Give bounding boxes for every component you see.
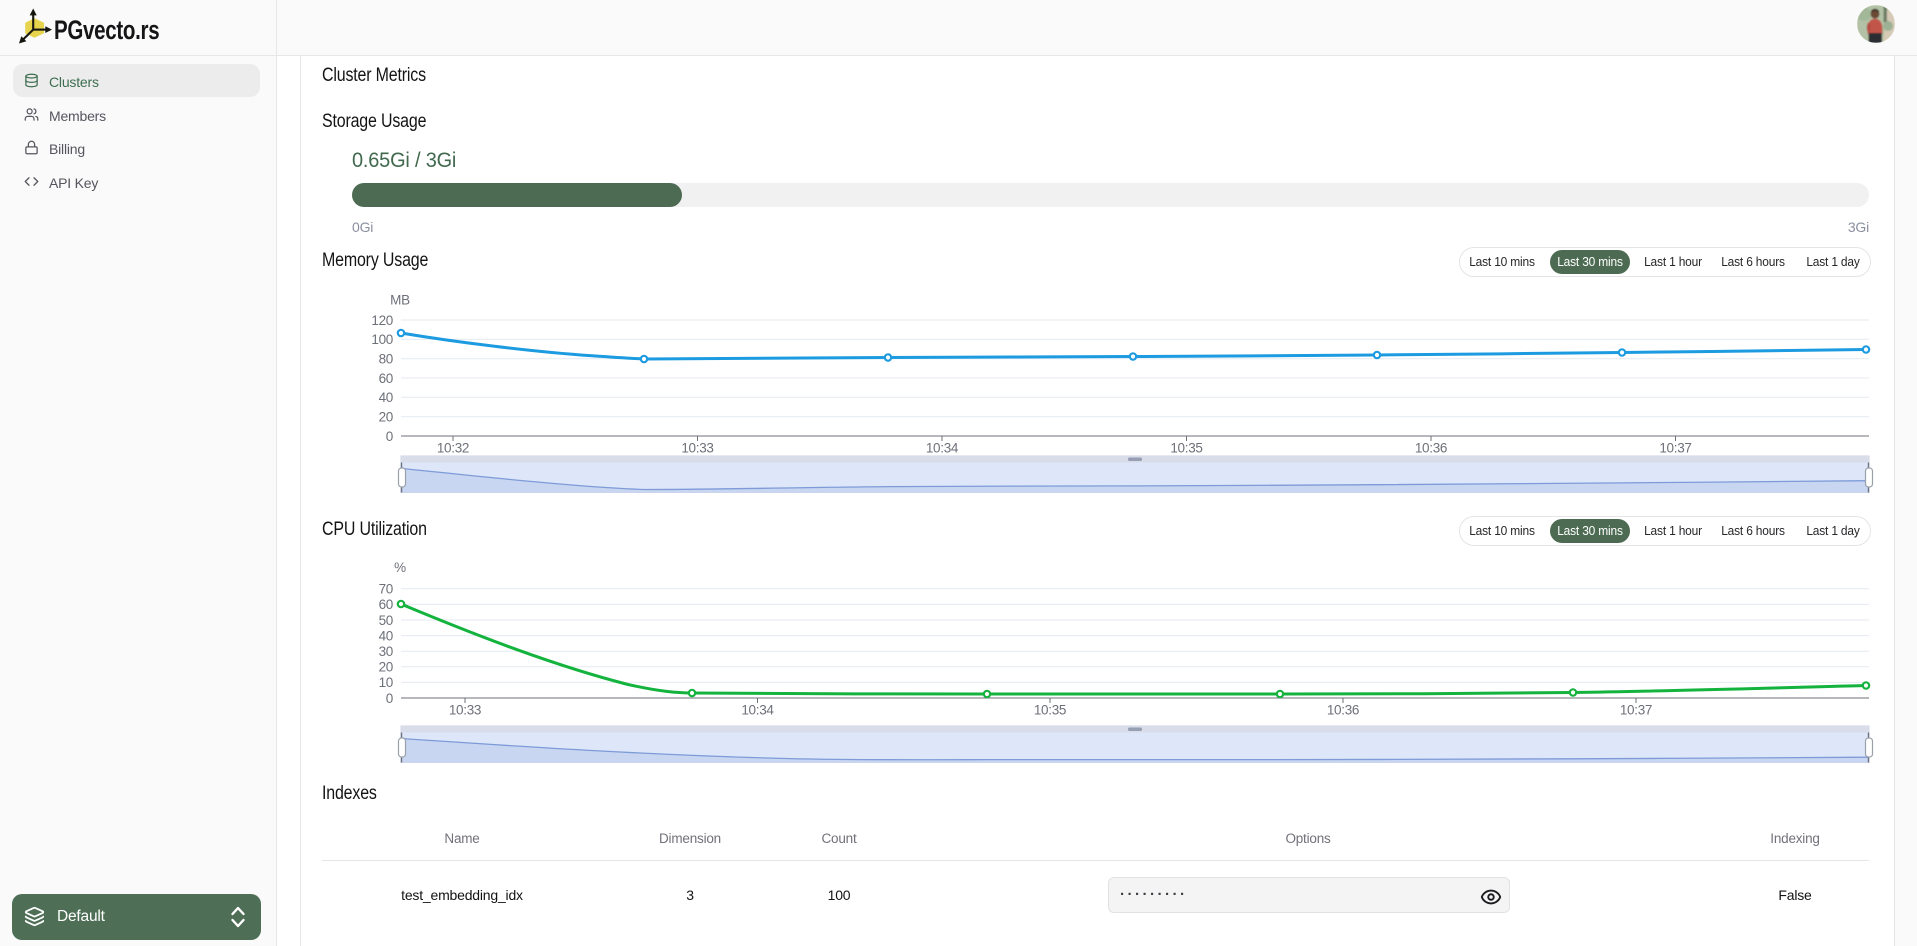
svg-text:10:37: 10:37 [1659, 441, 1691, 456]
svg-text:10:33: 10:33 [681, 441, 713, 456]
svg-text:100: 100 [371, 332, 393, 347]
svg-text:10:36: 10:36 [1327, 703, 1359, 718]
svg-text:10:36: 10:36 [1415, 441, 1447, 456]
svg-text:70: 70 [379, 582, 393, 597]
svg-text:40: 40 [379, 628, 393, 643]
svg-text:10:35: 10:35 [1170, 441, 1202, 456]
svg-text:10:33: 10:33 [449, 703, 481, 718]
svg-text:0: 0 [386, 429, 393, 444]
svg-text:80: 80 [379, 352, 393, 367]
svg-text:60: 60 [379, 597, 393, 612]
svg-text:10: 10 [379, 675, 393, 690]
svg-text:30: 30 [379, 644, 393, 659]
svg-text:120: 120 [371, 313, 393, 328]
svg-text:20: 20 [379, 410, 393, 425]
svg-text:20: 20 [379, 660, 393, 675]
svg-text:10:34: 10:34 [926, 441, 959, 456]
svg-text:40: 40 [379, 390, 393, 405]
svg-text:MB: MB [390, 293, 410, 308]
svg-text:10:34: 10:34 [741, 703, 774, 718]
svg-text:10:37: 10:37 [1620, 703, 1652, 718]
svg-text:0: 0 [386, 691, 393, 706]
svg-text:10:35: 10:35 [1034, 703, 1066, 718]
svg-text:50: 50 [379, 613, 393, 628]
svg-text:10:32: 10:32 [437, 441, 469, 456]
svg-text:%: % [394, 560, 406, 575]
svg-text:60: 60 [379, 371, 393, 386]
